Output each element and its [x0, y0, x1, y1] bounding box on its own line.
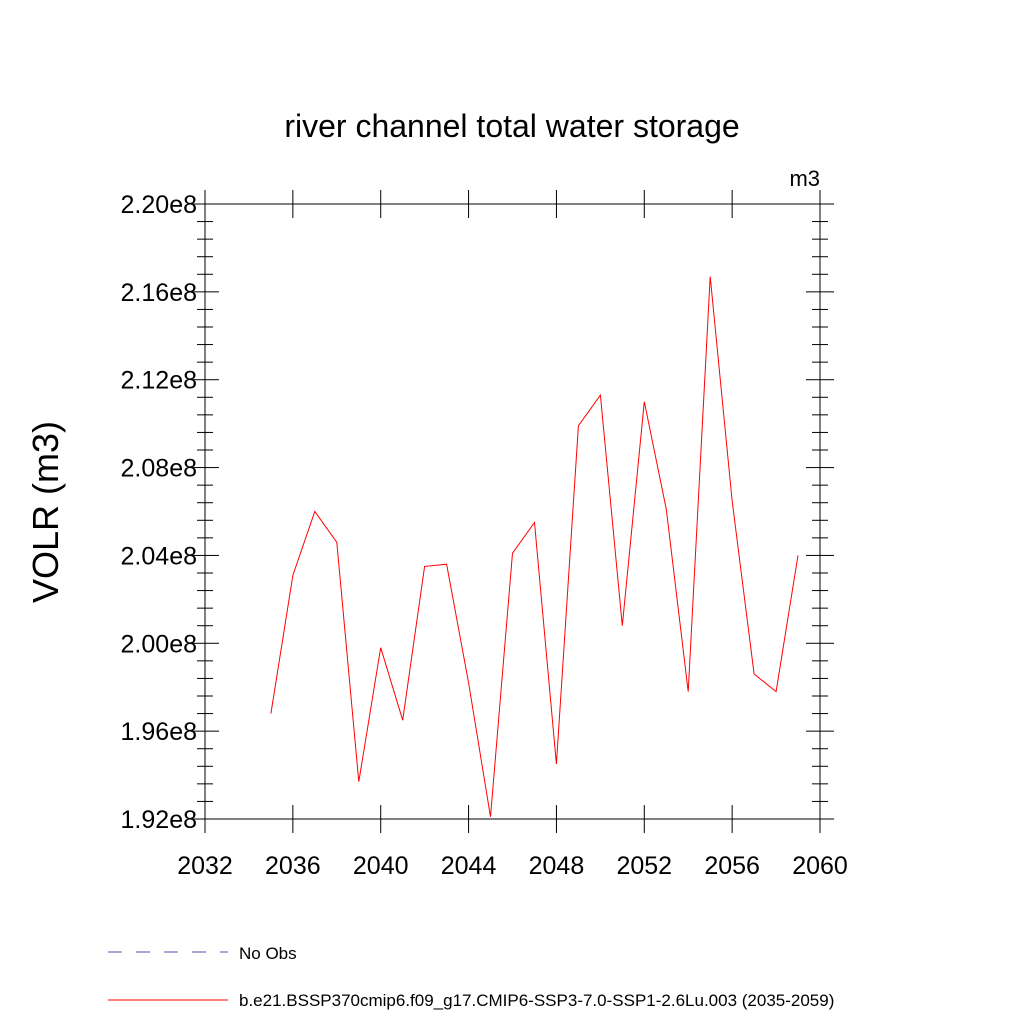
y-axis-label: VOLR (m3) [25, 421, 66, 603]
y-tick-label: 2.00e8 [121, 630, 197, 658]
x-tick-label: 2052 [616, 852, 672, 880]
x-tick-label: 2044 [441, 852, 497, 880]
x-tick-label: 2048 [529, 852, 585, 880]
series-group [270, 276, 799, 817]
axis-ticks [191, 190, 834, 833]
legend-label-no-obs: No Obs [239, 944, 297, 963]
x-tick-label: 2056 [704, 852, 760, 880]
chart-title: river channel total water storage [284, 108, 739, 144]
y-tick-label: 2.20e8 [121, 191, 197, 219]
series-line [270, 276, 799, 817]
y-tick-label: 1.92e8 [121, 806, 197, 834]
plot-frame [204, 203, 821, 820]
x-tick-label: 2032 [177, 852, 233, 880]
y-tick-label: 2.16e8 [121, 279, 197, 307]
x-tick-label: 2036 [265, 852, 321, 880]
x-tick-labels: 2032 2036 2040 2044 2048 2052 2056 2060 [177, 852, 848, 880]
y-tick-label: 1.96e8 [121, 718, 197, 746]
x-tick-label: 2060 [792, 852, 848, 880]
y-tick-label: 2.08e8 [121, 455, 197, 483]
legend-label-series: b.e21.BSSP370cmip6.f09_g17.CMIP6-SSP3-7.… [239, 991, 834, 1010]
x-tick-label: 2040 [353, 852, 409, 880]
legend: No Obs b.e21.BSSP370cmip6.f09_g17.CMIP6-… [108, 944, 834, 1010]
y-tick-label: 2.12e8 [121, 367, 197, 395]
y-tick-label: 2.04e8 [121, 542, 197, 570]
units-label: m3 [789, 166, 820, 191]
y-tick-labels: 1.92e8 1.96e8 2.00e8 2.04e8 2.08e8 2.12e8 2.16… [121, 191, 197, 834]
